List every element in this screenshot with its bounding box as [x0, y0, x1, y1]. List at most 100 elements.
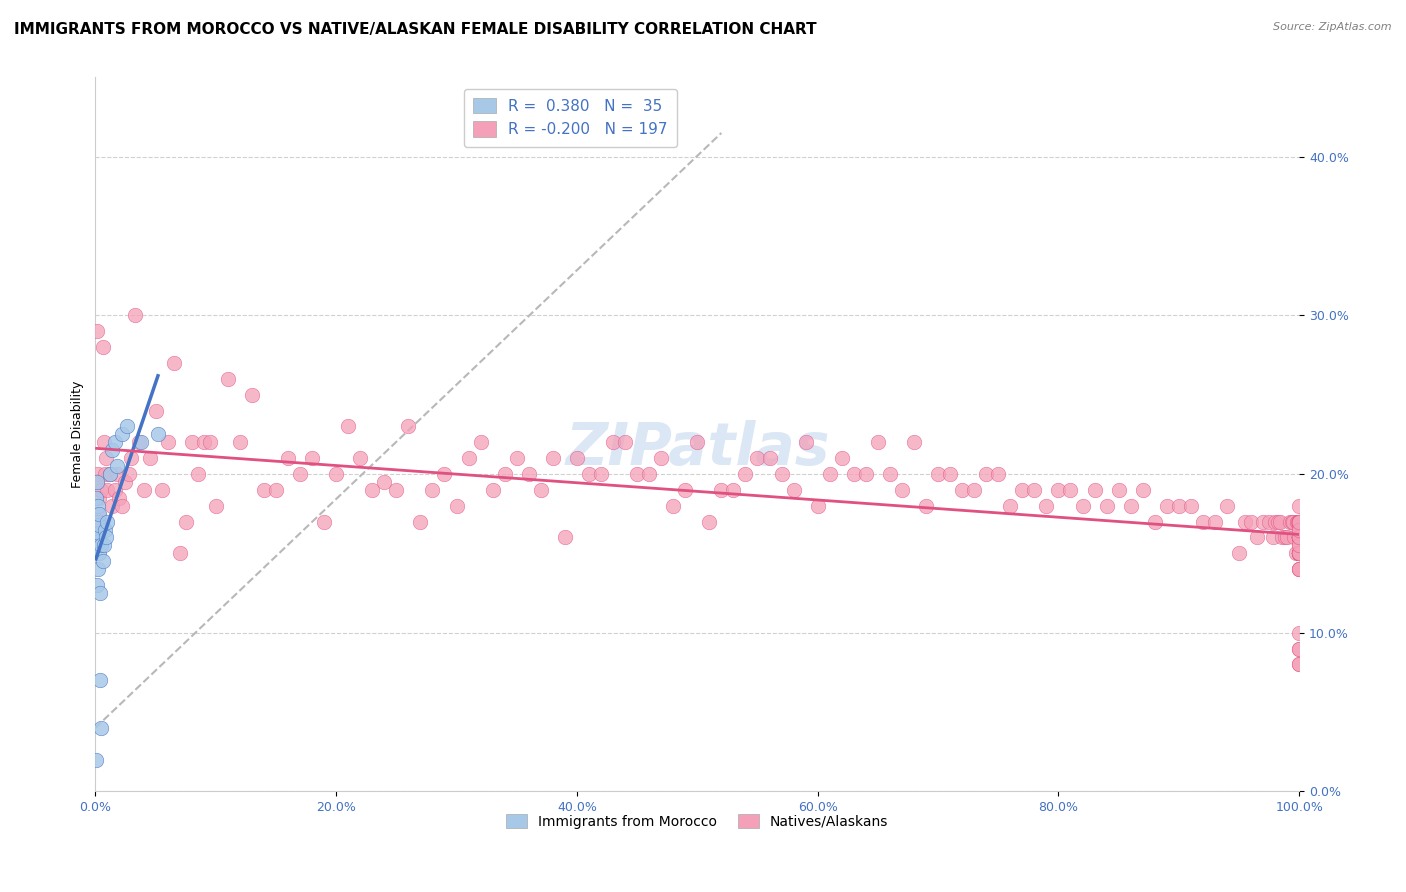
Point — [1288, 531, 1310, 545]
Point — [396, 419, 419, 434]
Point — [1284, 531, 1306, 545]
Point — [662, 499, 685, 513]
Point — [1108, 483, 1130, 497]
Point — [890, 483, 912, 497]
Point — [1288, 531, 1310, 545]
Point — [1286, 515, 1309, 529]
Point — [686, 435, 709, 450]
Point — [86, 515, 108, 529]
Point — [1268, 515, 1291, 529]
Point — [1288, 531, 1310, 545]
Point — [87, 467, 110, 481]
Point — [1288, 515, 1310, 529]
Point — [91, 554, 114, 568]
Point — [174, 515, 197, 529]
Point — [96, 451, 118, 466]
Point — [1288, 562, 1310, 576]
Point — [1288, 546, 1310, 560]
Point — [138, 451, 160, 466]
Point — [146, 427, 169, 442]
Point — [86, 475, 108, 489]
Point — [1083, 483, 1105, 497]
Text: ZIPatlas: ZIPatlas — [565, 420, 830, 477]
Point — [1095, 499, 1118, 513]
Point — [1274, 531, 1296, 545]
Point — [96, 531, 118, 545]
Point — [602, 435, 624, 450]
Point — [288, 467, 311, 481]
Point — [770, 467, 793, 481]
Point — [1288, 538, 1310, 552]
Point — [673, 483, 696, 497]
Point — [807, 499, 830, 513]
Point — [950, 483, 973, 497]
Point — [86, 578, 108, 592]
Point — [1156, 499, 1178, 513]
Point — [1281, 515, 1303, 529]
Point — [93, 435, 115, 450]
Point — [337, 419, 360, 434]
Point — [217, 372, 239, 386]
Point — [229, 435, 252, 450]
Point — [1288, 523, 1310, 537]
Point — [111, 427, 134, 442]
Point — [1288, 531, 1310, 545]
Point — [1288, 562, 1310, 576]
Point — [1288, 546, 1310, 560]
Point — [1288, 531, 1310, 545]
Point — [1059, 483, 1081, 497]
Point — [1119, 499, 1142, 513]
Point — [1288, 546, 1310, 560]
Point — [794, 435, 817, 450]
Point — [1288, 546, 1310, 560]
Point — [94, 523, 117, 537]
Point — [939, 467, 962, 481]
Point — [1288, 625, 1310, 640]
Point — [90, 721, 112, 735]
Point — [457, 451, 479, 466]
Point — [1251, 515, 1274, 529]
Point — [1271, 531, 1294, 545]
Point — [1234, 515, 1257, 529]
Point — [1071, 499, 1094, 513]
Point — [987, 467, 1010, 481]
Point — [1261, 531, 1284, 545]
Point — [145, 403, 167, 417]
Point — [1288, 523, 1310, 537]
Point — [198, 435, 221, 450]
Point — [1285, 515, 1308, 529]
Point — [1288, 546, 1310, 560]
Point — [1278, 515, 1301, 529]
Point — [87, 533, 110, 548]
Point — [204, 499, 226, 513]
Y-axis label: Female Disability: Female Disability — [72, 381, 84, 488]
Point — [124, 309, 146, 323]
Point — [84, 753, 107, 767]
Point — [169, 546, 191, 560]
Point — [1227, 546, 1250, 560]
Point — [193, 435, 215, 450]
Point — [87, 562, 110, 576]
Point — [409, 515, 432, 529]
Point — [1288, 515, 1310, 529]
Point — [1284, 546, 1306, 560]
Point — [1288, 531, 1310, 545]
Point — [96, 515, 118, 529]
Legend: Immigrants from Morocco, Natives/Alaskans: Immigrants from Morocco, Natives/Alaskan… — [501, 808, 894, 834]
Point — [1288, 531, 1310, 545]
Point — [963, 483, 986, 497]
Point — [1288, 657, 1310, 672]
Point — [89, 673, 111, 688]
Point — [1288, 531, 1310, 545]
Point — [129, 435, 152, 450]
Point — [84, 491, 107, 505]
Point — [1288, 562, 1310, 576]
Point — [1011, 483, 1033, 497]
Point — [697, 515, 720, 529]
Point — [87, 517, 110, 532]
Point — [111, 499, 134, 513]
Point — [974, 467, 997, 481]
Point — [156, 435, 179, 450]
Point — [104, 483, 127, 497]
Point — [517, 467, 540, 481]
